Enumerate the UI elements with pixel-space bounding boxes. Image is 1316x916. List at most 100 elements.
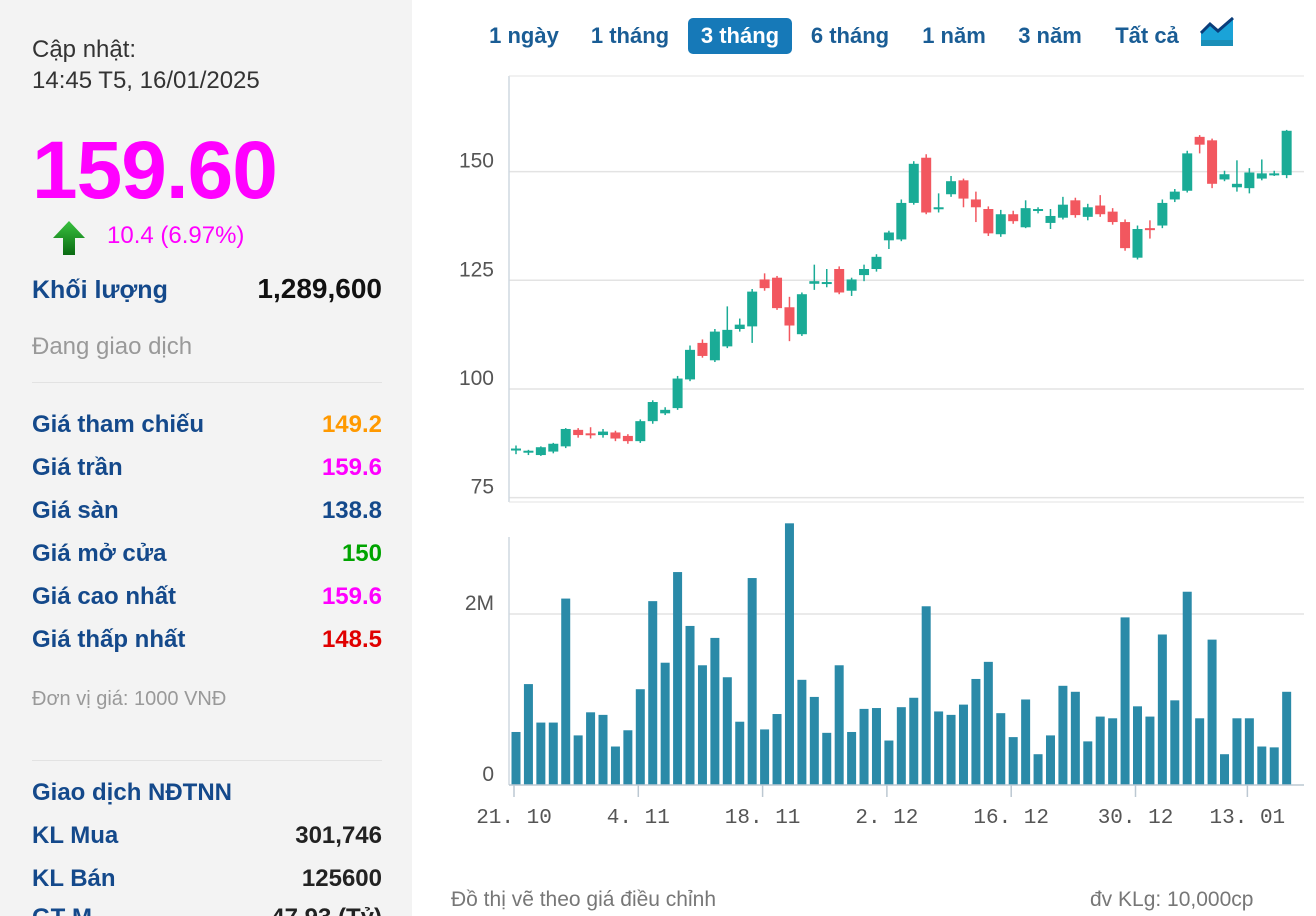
candle [660,407,671,416]
volume-bar [909,697,919,785]
candle [1070,197,1081,218]
stat-label: Giá trần [32,454,123,481]
candle-body [709,331,720,361]
x-tick-label: 13. 01 [1210,807,1286,830]
stat-row: Giá tham chiếu 149.2 [32,411,382,439]
candle-body [809,281,820,284]
update-label: Cập nhật: [32,36,137,63]
candle-body [1020,208,1031,228]
candle [1281,129,1292,179]
stat-value: 150 [341,540,382,567]
tab-1-day[interactable]: 1 ngày [489,23,559,48]
update-datetime: 14:45 T5, 16/01/2025 [32,67,260,94]
candle [709,328,720,363]
stat-value: 159.6 [321,583,382,610]
volume-bar [747,578,757,785]
foreign-row: KL Bán 125600 [32,865,382,893]
tab-3-months[interactable]: 3 tháng [688,18,792,54]
candle-body [1207,140,1218,184]
candles [511,129,1292,456]
candle-body [523,450,534,453]
candle [784,296,795,342]
candle [1057,196,1068,220]
price-gridlines [509,170,1304,499]
volume-bar [958,704,968,785]
candle [647,400,658,424]
stat-row: Giá sàn 138.8 [32,497,382,525]
price-axis-labels: 75 100 125 150 [459,150,494,499]
volume-bar [523,684,533,785]
stat-row: Giá mở cửa 150 [32,540,382,568]
tab-6-months[interactable]: 6 tháng [810,23,890,48]
price-tick-label: 100 [459,367,494,390]
candle-body [573,429,584,436]
stat-value: 149.2 [321,411,382,438]
candle [772,275,783,310]
volume-bar [685,625,695,785]
volume-bar [1282,691,1292,785]
arrow-up-icon [53,221,85,255]
candle [672,375,683,410]
candle-body [1256,173,1267,179]
foreign-label: GT M [32,904,92,916]
candle-body [1231,183,1242,188]
volume-bar [561,598,571,785]
stat-label: Giá cao nhất [32,583,177,610]
candle-body [585,433,596,436]
candle [1045,209,1056,230]
stat-value: 138.8 [321,497,382,524]
candle-body [946,181,957,195]
volume-bar [648,601,658,785]
foreign-value: 47.93 (Tỷ) [271,904,382,916]
candle [759,273,770,291]
volume-bar [660,662,670,785]
candle-body [871,256,882,270]
price-tick-label: 75 [471,476,494,499]
candle-body [1157,202,1168,226]
stat-label: Giá sàn [32,497,119,524]
candle [697,339,708,358]
x-tick-label: 18. 11 [725,807,801,830]
tab-1-year[interactable]: 1 năm [922,23,986,48]
volume-bar [635,689,645,785]
candle [1244,168,1255,194]
volume-bar [536,722,546,785]
candle-body [1269,173,1280,176]
volume-bar [847,731,857,785]
candle [871,254,882,272]
candle-body [908,163,919,203]
candle-body [772,277,783,309]
candle-body [747,291,758,327]
x-tick-label: 16. 12 [973,807,1049,830]
x-tick-label: 2. 12 [855,807,918,830]
candle-body [1045,215,1056,223]
candle-body [1132,229,1143,258]
candle [1132,225,1143,260]
volume-bar [735,721,745,785]
candle [1107,208,1118,225]
stat-label: Giá thấp nhất [32,626,186,653]
candle-body [1144,228,1155,231]
volume-row: Khối lượng 1,289,600 [32,273,382,305]
volume-value: 1,289,600 [257,273,382,304]
volume-bar [673,572,683,785]
candle-body [734,324,745,329]
volume-bar [896,707,906,785]
tab-1-month[interactable]: 1 tháng [590,23,670,48]
tab-3-years[interactable]: 3 năm [1018,23,1082,48]
candle-body [834,269,845,293]
volume-bar [1120,617,1130,785]
foreign-label: KL Mua [32,822,119,849]
volume-bar [1033,754,1043,785]
candle-body [995,214,1006,235]
volume-bar [710,637,720,785]
candle-body [722,329,733,347]
candle [573,428,584,438]
tab-all[interactable]: Tất cả [1115,23,1179,48]
candle-body [933,207,944,210]
volume-tick-label: 0 [482,763,494,786]
candle-body [660,409,671,414]
volume-bar [834,665,844,785]
volume-bars [511,523,1292,785]
chart-type-icon[interactable] [1200,16,1234,48]
